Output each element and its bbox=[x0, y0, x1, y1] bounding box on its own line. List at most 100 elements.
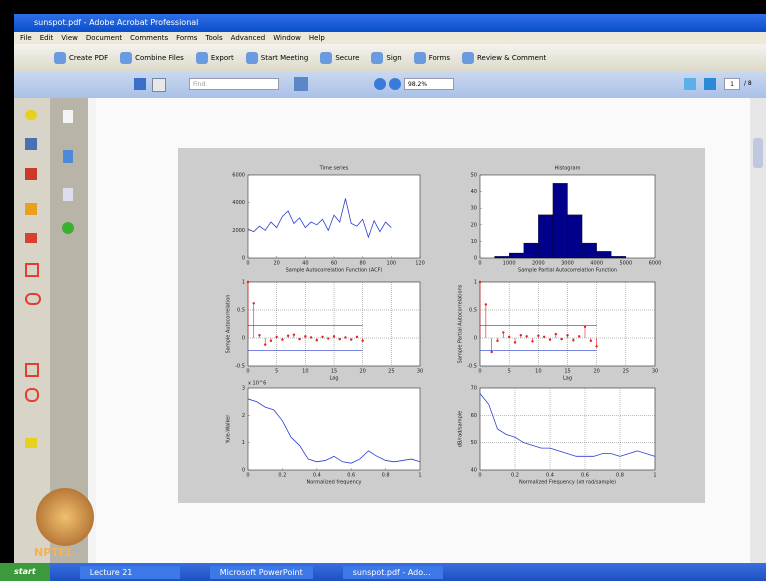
x-tick-label: 0.2 bbox=[511, 473, 519, 479]
plot-area bbox=[248, 388, 420, 470]
y-tick-label: 0 bbox=[474, 256, 477, 262]
x-tick-label: 0.6 bbox=[581, 473, 589, 479]
stem-marker bbox=[485, 303, 487, 305]
x-tick-label: 5000 bbox=[619, 261, 632, 267]
taskbar-item[interactable]: sunspot.pdf - Ado... bbox=[343, 566, 443, 579]
x-tick-label: 0 bbox=[478, 369, 481, 375]
stem-marker bbox=[321, 336, 323, 338]
stem-marker bbox=[578, 335, 580, 337]
stem-marker bbox=[508, 336, 510, 338]
stem-marker bbox=[247, 281, 249, 283]
y-tick-label: -0.5 bbox=[467, 364, 477, 370]
stem-marker bbox=[514, 341, 516, 343]
stem-marker bbox=[361, 340, 363, 342]
stem-marker bbox=[356, 336, 358, 338]
stem-marker bbox=[490, 351, 492, 353]
x-tick-label: 0 bbox=[246, 473, 249, 479]
x-tick-label: 20 bbox=[359, 369, 365, 375]
stem-marker bbox=[590, 340, 592, 342]
x-tick-label: 40 bbox=[302, 261, 308, 267]
stem-marker bbox=[293, 333, 295, 335]
histogram-bar bbox=[495, 256, 510, 258]
y-tick-label: 30 bbox=[471, 206, 477, 212]
x-tick-label: 0 bbox=[246, 261, 249, 267]
x-tick-label: 1000 bbox=[503, 261, 516, 267]
taskbar-item[interactable]: Microsoft PowerPoint bbox=[210, 566, 313, 579]
histogram-bar bbox=[509, 253, 524, 258]
y-tick-label: 50 bbox=[471, 440, 477, 446]
y-tick-label: 0 bbox=[242, 256, 245, 262]
x-tick-label: 1 bbox=[653, 473, 656, 479]
x-tick-label: 4000 bbox=[590, 261, 603, 267]
y-tick-label: 0.5 bbox=[237, 308, 245, 314]
stem-marker bbox=[502, 331, 504, 333]
x-tick-label: 15 bbox=[564, 369, 570, 375]
x-tick-label: 20 bbox=[273, 261, 279, 267]
y-tick-label: 50 bbox=[471, 173, 477, 179]
x-tick-label: 10 bbox=[302, 369, 308, 375]
x-tick-label: 20 bbox=[593, 369, 599, 375]
stem-marker bbox=[520, 334, 522, 336]
stem-marker bbox=[270, 340, 272, 342]
stem-marker bbox=[595, 345, 597, 347]
x-axis-label: Sample Partial Autocorrelation Function bbox=[518, 268, 617, 274]
stem-marker bbox=[258, 334, 260, 336]
taskbar-item[interactable]: Lecture 21 bbox=[80, 566, 180, 579]
y-tick-label: 10 bbox=[471, 239, 477, 245]
x-tick-label: 0.8 bbox=[382, 473, 390, 479]
histogram-bar bbox=[582, 243, 597, 258]
y-axis-label: Sample Partial Autocorrelations bbox=[458, 284, 464, 363]
x-tick-label: 0.4 bbox=[546, 473, 554, 479]
stem-marker bbox=[310, 336, 312, 338]
taskbar: start Lecture 21 Microsoft PowerPoint suns… bbox=[0, 563, 766, 581]
x-tick-label: 30 bbox=[652, 369, 658, 375]
stem-marker bbox=[264, 344, 266, 346]
stem-marker bbox=[572, 339, 574, 341]
y-tick-label: 60 bbox=[471, 413, 477, 419]
logo-text: NPTEL bbox=[34, 546, 73, 559]
stem-marker bbox=[281, 338, 283, 340]
y-tick-label: 1 bbox=[474, 280, 477, 286]
stem-marker bbox=[304, 335, 306, 337]
x-axis-label: Lag bbox=[563, 376, 572, 382]
x-tick-label: 0 bbox=[246, 369, 249, 375]
chart-title: Time series bbox=[319, 166, 349, 172]
stem-marker bbox=[531, 340, 533, 342]
stem-marker bbox=[333, 335, 335, 337]
x-axis-label: Normalized frequency bbox=[306, 480, 361, 486]
y-axis-label: Yule-Walker bbox=[226, 414, 232, 445]
x-tick-label: 0 bbox=[478, 473, 481, 479]
y-tick-label: 3 bbox=[242, 386, 245, 392]
y-tick-label: 70 bbox=[471, 386, 477, 392]
y-tick-label: 0.5 bbox=[469, 308, 477, 314]
y-tick-label: 1 bbox=[242, 280, 245, 286]
x-tick-label: 10 bbox=[535, 369, 541, 375]
y-tick-label: 4000 bbox=[232, 200, 245, 206]
y-tick-label: 6000 bbox=[232, 173, 245, 179]
x-tick-label: 5 bbox=[275, 369, 278, 375]
start-button[interactable]: start bbox=[0, 563, 50, 581]
x-tick-label: 5 bbox=[508, 369, 511, 375]
x-tick-label: 80 bbox=[359, 261, 365, 267]
stem-marker bbox=[555, 333, 557, 335]
x-axis-label: Sample Autocorrelation Function (ACF) bbox=[286, 268, 383, 274]
histogram-bar bbox=[538, 215, 553, 258]
stem-marker bbox=[339, 338, 341, 340]
y-tick-label: 20 bbox=[471, 222, 477, 228]
y-tick-label: 2 bbox=[242, 413, 245, 419]
x-tick-label: 0.6 bbox=[347, 473, 355, 479]
x-tick-label: 1 bbox=[418, 473, 421, 479]
y-tick-label: 0 bbox=[474, 336, 477, 342]
histogram-bar bbox=[611, 256, 626, 258]
x-tick-label: 25 bbox=[388, 369, 394, 375]
x-tick-label: 100 bbox=[387, 261, 397, 267]
x-axis-label: Lag bbox=[329, 376, 338, 382]
plot-area bbox=[248, 175, 420, 258]
x-tick-label: 30 bbox=[417, 369, 423, 375]
stem-marker bbox=[350, 338, 352, 340]
stem-marker bbox=[298, 338, 300, 340]
plot-area bbox=[480, 388, 655, 470]
logo-emblem bbox=[36, 488, 94, 546]
chart-title: Histogram bbox=[555, 166, 581, 172]
